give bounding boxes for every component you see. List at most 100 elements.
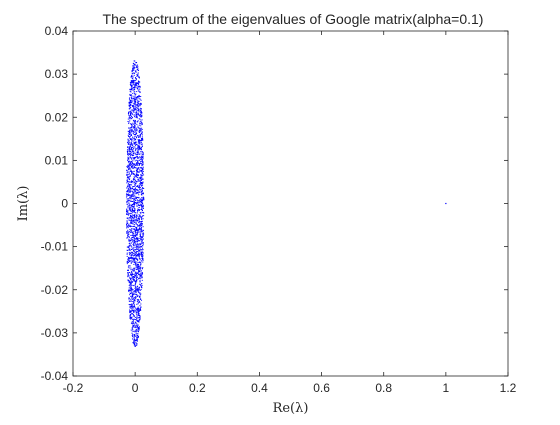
- eigenvalue-point: [137, 246, 139, 248]
- eigenvalue-point: [134, 175, 136, 177]
- eigenvalue-point: [132, 276, 134, 278]
- eigenvalue-point: [141, 249, 143, 251]
- eigenvalue-point: [134, 98, 136, 100]
- eigenvalue-point: [142, 196, 144, 198]
- eigenvalue-point: [134, 107, 136, 109]
- eigenvalue-point: [138, 290, 140, 292]
- eigenvalue-point: [139, 221, 141, 222]
- y-tick-label: -0.01: [41, 240, 69, 254]
- eigenvalue-point: [143, 199, 145, 201]
- eigenvalue-point: [141, 237, 143, 239]
- eigenvalue-point: [129, 315, 131, 317]
- eigenvalue-point: [139, 182, 141, 184]
- eigenvalue-point: [141, 188, 143, 190]
- eigenvalue-point: [136, 209, 138, 211]
- eigenvalue-point: [127, 146, 129, 148]
- eigenvalue-point: [138, 269, 140, 271]
- eigenvalue-point: [133, 249, 135, 251]
- eigenvalue-point: [141, 216, 143, 218]
- eigenvalue-point: [133, 337, 135, 339]
- eigenvalue-point: [138, 184, 140, 186]
- eigenvalue-point: [132, 306, 134, 308]
- eigenvalue-point: [136, 91, 138, 93]
- eigenvalue-point: [130, 287, 132, 289]
- eigenvalue-point: [130, 230, 132, 232]
- eigenvalue-point: [138, 171, 140, 173]
- eigenvalue-point: [128, 303, 130, 305]
- eigenvalue-point: [141, 132, 143, 134]
- eigenvalue-point: [130, 240, 132, 242]
- eigenvalue-point: [129, 153, 131, 155]
- eigenvalue-point: [133, 154, 135, 156]
- eigenvalue-point: [135, 293, 137, 295]
- eigenvalue-point: [136, 326, 138, 328]
- eigenvalue-point: [139, 275, 141, 277]
- eigenvalue-point: [138, 228, 140, 230]
- eigenvalue-point: [137, 230, 139, 232]
- eigenvalue-point: [140, 273, 142, 275]
- eigenvalue-point: [129, 127, 131, 129]
- eigenvalue-point: [139, 318, 141, 320]
- eigenvalue-point: [127, 158, 129, 160]
- eigenvalue-point: [140, 108, 142, 110]
- eigenvalue-point: [133, 158, 135, 160]
- eigenvalue-point: [134, 127, 136, 129]
- eigenvalue-point: [136, 228, 138, 230]
- eigenvalue-point: [136, 234, 138, 236]
- eigenvalue-point: [131, 140, 133, 142]
- eigenvalue-point: [134, 152, 136, 154]
- eigenvalue-point: [129, 306, 131, 308]
- eigenvalue-point: [139, 148, 141, 150]
- eigenvalue-point: [130, 229, 132, 231]
- eigenvalue-point: [139, 133, 141, 135]
- eigenvalue-point: [133, 167, 135, 169]
- eigenvalue-point: [138, 271, 140, 273]
- eigenvalue-point: [127, 279, 129, 281]
- eigenvalue-point: [132, 157, 134, 159]
- eigenvalue-point: [139, 293, 141, 295]
- eigenvalue-point: [135, 157, 137, 159]
- eigenvalue-point: [132, 122, 134, 124]
- eigenvalue-point: [134, 316, 136, 318]
- eigenvalue-point: [126, 232, 128, 234]
- eigenvalue-point: [135, 277, 137, 279]
- eigenvalue-point: [141, 156, 143, 158]
- eigenvalue-point: [129, 243, 131, 245]
- eigenvalue-point: [127, 120, 129, 122]
- eigenvalue-point: [134, 95, 136, 97]
- eigenvalue-point: [136, 247, 138, 249]
- eigenvalue-point: [132, 126, 134, 128]
- eigenvalue-point: [133, 252, 135, 254]
- eigenvalue-point: [138, 70, 140, 72]
- eigenvalue-point: [142, 257, 144, 259]
- eigenvalue-point: [141, 145, 143, 147]
- eigenvalue-point: [131, 316, 133, 318]
- eigenvalue-point: [132, 194, 134, 196]
- eigenvalue-point: [128, 140, 130, 142]
- eigenvalue-point: [128, 98, 130, 100]
- eigenvalue-point: [134, 108, 136, 110]
- eigenvalue-point: [138, 218, 139, 220]
- eigenvalue-point: [137, 96, 138, 98]
- eigenvalue-point: [137, 197, 139, 199]
- eigenvalue-point: [134, 121, 136, 123]
- eigenvalue-point: [139, 199, 141, 201]
- points-layer: [125, 60, 447, 347]
- eigenvalue-point: [136, 268, 138, 270]
- eigenvalue-point: [138, 270, 140, 272]
- eigenvalue-point: [133, 342, 135, 344]
- eigenvalue-point: [139, 135, 141, 137]
- eigenvalue-point: [127, 207, 129, 209]
- eigenvalue-point: [132, 235, 134, 237]
- eigenvalue-point: [128, 114, 130, 116]
- eigenvalue-point: [130, 112, 132, 114]
- eigenvalue-point: [138, 76, 140, 78]
- eigenvalue-point: [130, 269, 132, 271]
- eigenvalue-point: [137, 144, 139, 146]
- eigenvalue-point: [137, 113, 139, 115]
- eigenvalue-point: [132, 255, 134, 257]
- eigenvalue-point: [131, 75, 133, 77]
- chart-title: The spectrum of the eigenvalues of Googl…: [103, 11, 484, 27]
- eigenvalue-point: [135, 310, 137, 311]
- eigenvalue-point: [133, 199, 135, 201]
